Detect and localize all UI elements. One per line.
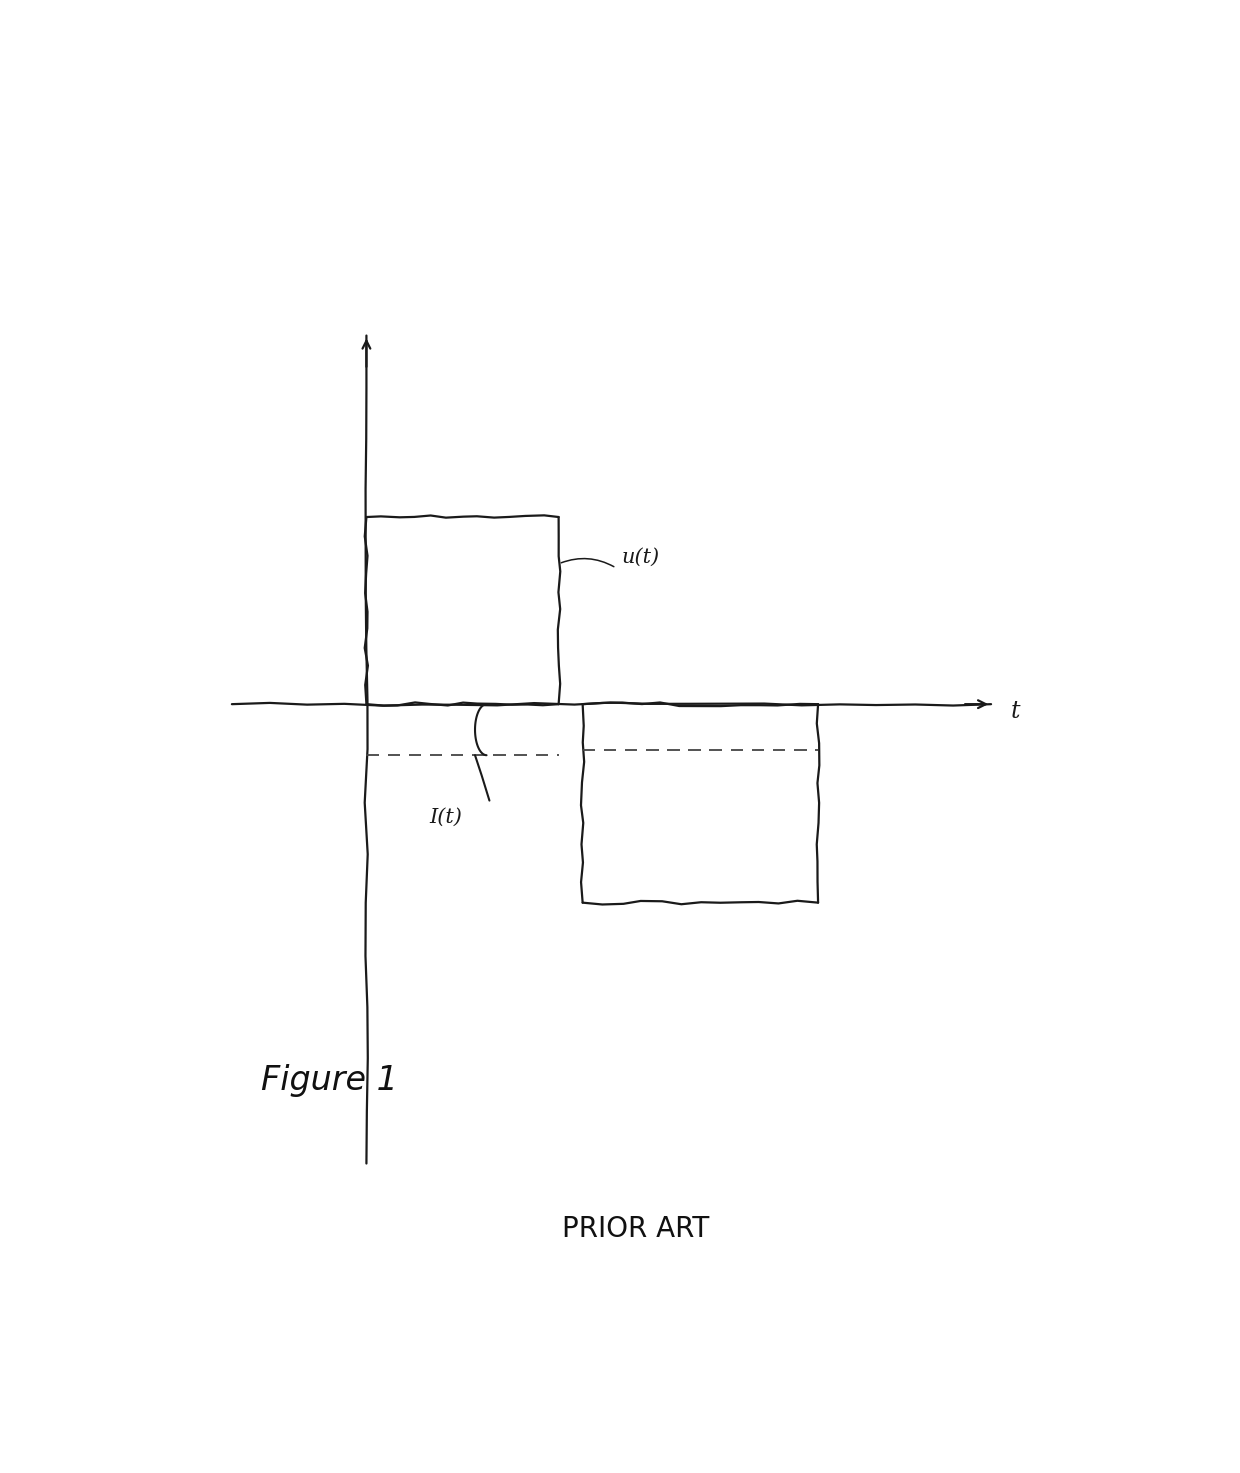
Text: u(t): u(t) (621, 548, 660, 567)
Text: I(t): I(t) (429, 809, 461, 828)
Text: Figure 1: Figure 1 (260, 1064, 398, 1097)
Text: PRIOR ART: PRIOR ART (562, 1215, 709, 1243)
Text: t: t (1011, 700, 1019, 723)
